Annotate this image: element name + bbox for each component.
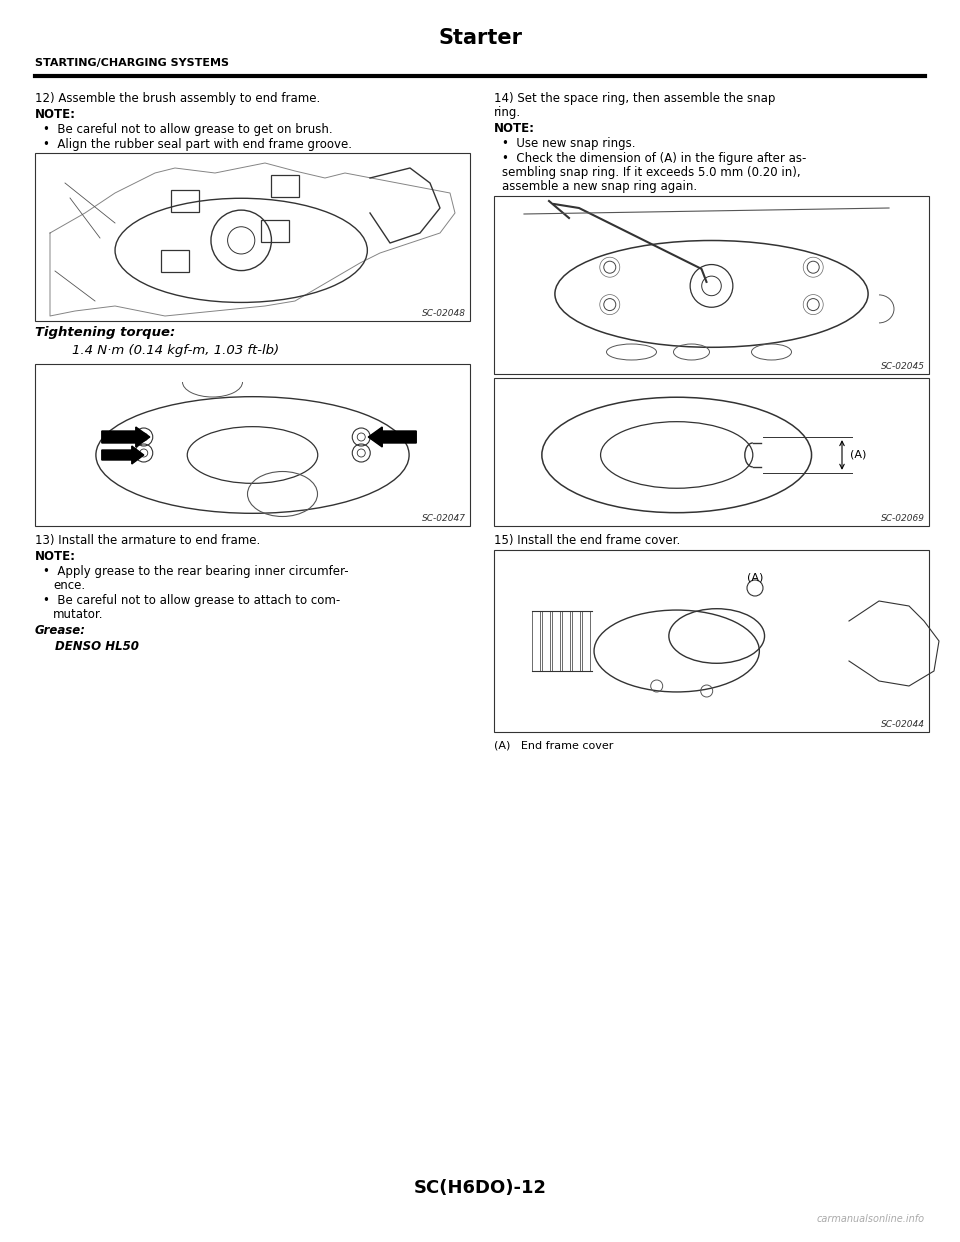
Text: SC-02044: SC-02044 — [881, 720, 925, 729]
Text: NOTE:: NOTE: — [35, 550, 76, 563]
Bar — [494, 550, 929, 732]
Bar — [532, 611, 540, 671]
Bar — [552, 611, 560, 671]
FancyArrow shape — [102, 427, 150, 447]
Text: assemble a new snap ring again.: assemble a new snap ring again. — [502, 180, 697, 193]
Bar — [494, 378, 929, 527]
Bar — [35, 364, 470, 527]
Text: STARTING/CHARGING SYSTEMS: STARTING/CHARGING SYSTEMS — [35, 58, 229, 68]
Text: •  Use new snap rings.: • Use new snap rings. — [502, 137, 636, 150]
Text: Grease:: Grease: — [35, 623, 86, 637]
Bar — [161, 251, 189, 272]
Bar — [572, 611, 580, 671]
Text: mutator.: mutator. — [53, 609, 104, 621]
Text: DENSO HL50: DENSO HL50 — [55, 640, 139, 653]
Text: SC-02048: SC-02048 — [422, 309, 466, 318]
Text: SC-02045: SC-02045 — [881, 361, 925, 371]
Text: SC(H6DO)-12: SC(H6DO)-12 — [414, 1179, 546, 1197]
Text: carmanualsonline.info: carmanualsonline.info — [817, 1213, 925, 1225]
Bar — [582, 611, 590, 671]
Text: (A): (A) — [747, 573, 763, 582]
Text: SC-02047: SC-02047 — [422, 514, 466, 523]
Text: (A): (A) — [850, 450, 866, 460]
Text: •  Be careful not to allow grease to get on brush.: • Be careful not to allow grease to get … — [43, 123, 332, 137]
Bar — [261, 220, 289, 242]
Text: •  Apply grease to the rear bearing inner circumfer-: • Apply grease to the rear bearing inner… — [43, 565, 348, 578]
Text: 12) Assemble the brush assembly to end frame.: 12) Assemble the brush assembly to end f… — [35, 92, 321, 106]
FancyArrow shape — [369, 427, 417, 447]
Text: (A)   End frame cover: (A) End frame cover — [494, 740, 613, 750]
Bar — [494, 196, 929, 374]
Text: ence.: ence. — [53, 579, 85, 592]
Text: 15) Install the end frame cover.: 15) Install the end frame cover. — [494, 534, 681, 546]
Text: sembling snap ring. If it exceeds 5.0 mm (0.20 in),: sembling snap ring. If it exceeds 5.0 mm… — [502, 166, 801, 179]
Bar — [35, 153, 470, 320]
Text: Starter: Starter — [438, 29, 522, 48]
Text: NOTE:: NOTE: — [494, 122, 535, 135]
Text: 13) Install the armature to end frame.: 13) Install the armature to end frame. — [35, 534, 260, 546]
Bar — [272, 175, 300, 197]
Text: Tightening torque:: Tightening torque: — [35, 325, 176, 339]
Text: NOTE:: NOTE: — [35, 108, 76, 120]
Text: •  Check the dimension of (A) in the figure after as-: • Check the dimension of (A) in the figu… — [502, 152, 806, 165]
Bar — [562, 611, 570, 671]
Text: ring.: ring. — [494, 106, 521, 119]
Bar — [171, 190, 200, 212]
Text: •  Be careful not to allow grease to attach to com-: • Be careful not to allow grease to atta… — [43, 594, 340, 607]
Text: 1.4 N·m (0.14 kgf-m, 1.03 ft-lb): 1.4 N·m (0.14 kgf-m, 1.03 ft-lb) — [55, 344, 279, 356]
Bar — [542, 611, 550, 671]
Text: •  Align the rubber seal part with end frame groove.: • Align the rubber seal part with end fr… — [43, 138, 352, 152]
FancyArrow shape — [102, 446, 144, 465]
Text: 14) Set the space ring, then assemble the snap: 14) Set the space ring, then assemble th… — [494, 92, 776, 106]
Text: SC-02069: SC-02069 — [881, 514, 925, 523]
